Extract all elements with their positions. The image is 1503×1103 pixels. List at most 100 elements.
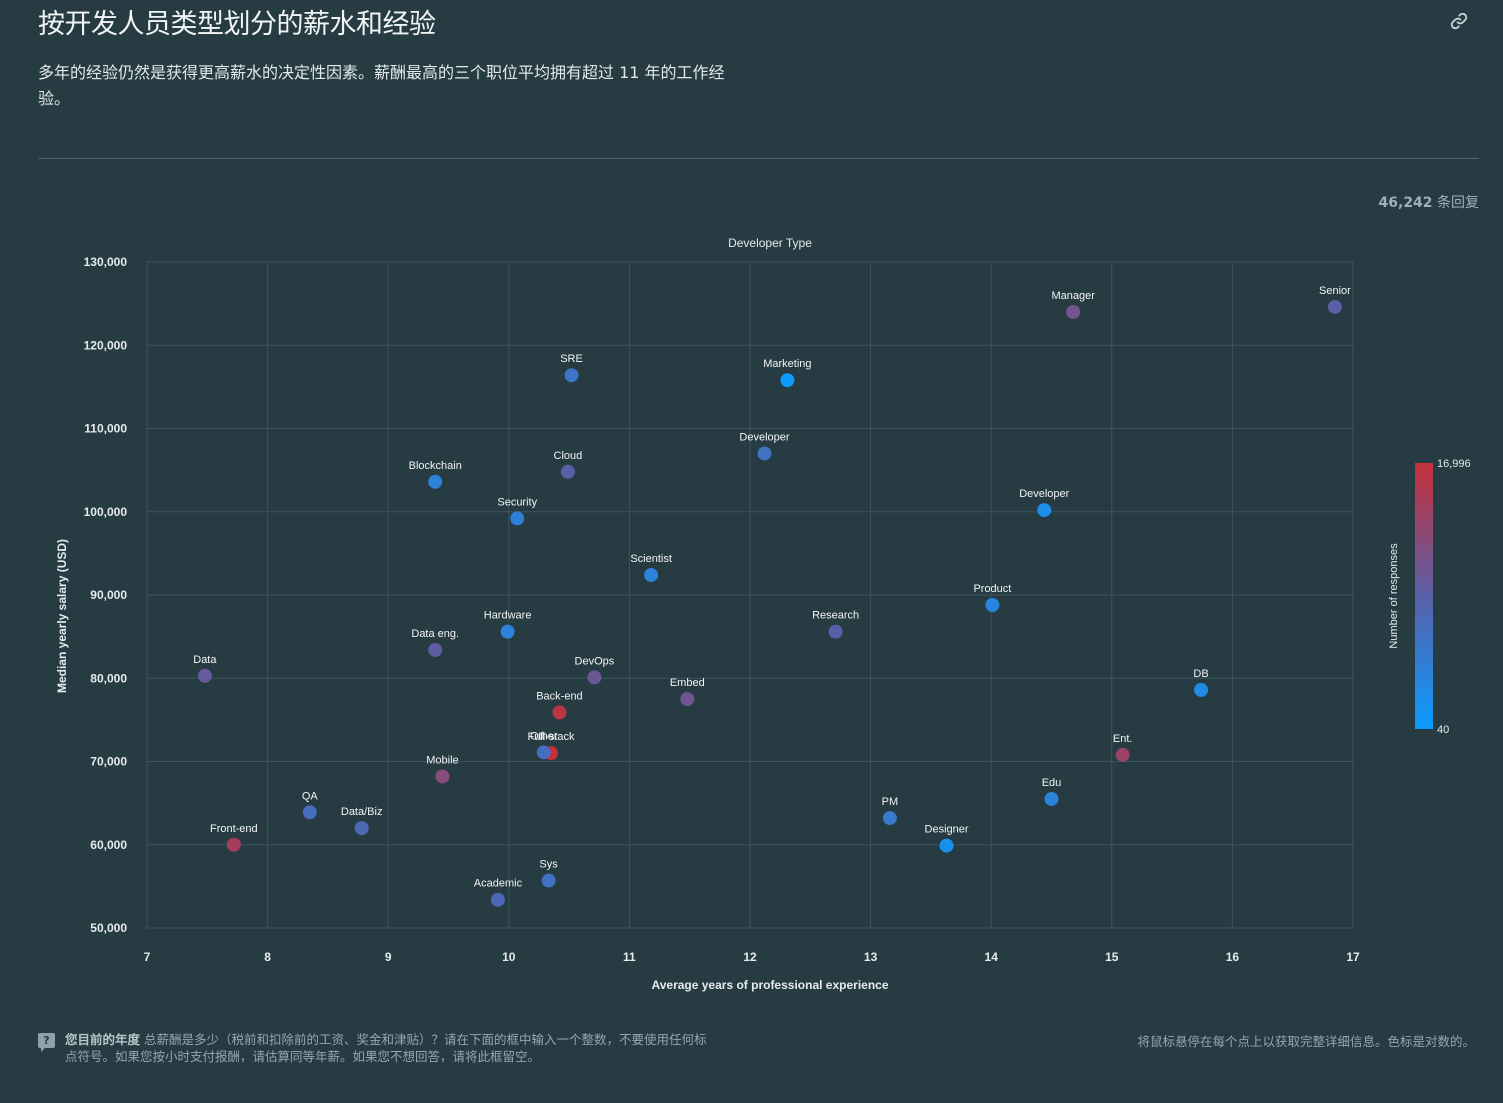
data-point-academic[interactable]: Academic xyxy=(474,878,523,907)
point-marker[interactable] xyxy=(560,464,575,479)
link-icon[interactable] xyxy=(1448,10,1470,32)
data-point-qa[interactable]: QA xyxy=(302,790,319,820)
x-tick-label: 16 xyxy=(1226,950,1240,964)
point-marker[interactable] xyxy=(536,745,551,760)
point-marker[interactable] xyxy=(428,474,443,489)
data-point-edu[interactable]: Edu xyxy=(1042,777,1062,806)
point-marker[interactable] xyxy=(828,624,843,639)
point-label: Back-end xyxy=(536,690,582,702)
data-point-blockchain[interactable]: Blockchain xyxy=(409,460,462,489)
data-point-marketing[interactable]: Marketing xyxy=(763,358,812,388)
page-title: 按开发人员类型划分的薪水和经验 xyxy=(38,9,436,40)
point-label: DB xyxy=(1193,668,1208,680)
point-label: Full-stack xyxy=(527,731,575,743)
point-label: PM xyxy=(882,796,899,808)
point-marker[interactable] xyxy=(644,568,659,583)
point-label: Front-end xyxy=(210,823,258,835)
point-marker[interactable] xyxy=(1115,747,1130,762)
x-tick-label: 7 xyxy=(144,950,151,964)
y-tick-label: 60,000 xyxy=(90,838,127,852)
data-point-mobile[interactable]: Mobile xyxy=(426,754,459,784)
data-point-sre[interactable]: SRE xyxy=(560,353,583,383)
y-tick-label: 70,000 xyxy=(90,755,127,769)
color-scale-legend: 16,996 40 Number of responses xyxy=(1388,458,1471,736)
point-marker[interactable] xyxy=(680,692,695,707)
point-label: Other xyxy=(530,730,558,742)
point-marker[interactable] xyxy=(354,821,369,836)
data-point-security[interactable]: Security xyxy=(497,496,538,526)
point-marker[interactable] xyxy=(587,670,602,685)
point-marker[interactable] xyxy=(226,837,241,852)
point-marker[interactable] xyxy=(780,373,795,388)
data-point-product[interactable]: Product xyxy=(973,583,1011,612)
data-point-senior[interactable]: Senior xyxy=(1319,285,1351,314)
point-marker[interactable] xyxy=(197,668,212,683)
scatter-chart: 7 8 9 10 11 12 13 14 15 16 17 50,000 60,000 70,000 80,… xyxy=(55,236,1471,992)
data-point-developer[interactable]: Developer xyxy=(1019,488,1070,518)
y-tick-label: 100,000 xyxy=(84,505,128,519)
point-marker[interactable] xyxy=(435,769,450,784)
point-label: Hardware xyxy=(484,610,532,622)
point-label: Blockchain xyxy=(409,460,462,472)
x-tick-label: 14 xyxy=(985,950,999,964)
data-point-ent-[interactable]: Ent. xyxy=(1113,733,1133,762)
page-subtitle: 多年的经验仍然是获得更高薪水的决定性因素。薪酬最高的三个职位平均拥有超过 11 … xyxy=(38,63,725,108)
point-marker[interactable] xyxy=(552,705,567,720)
point-marker[interactable] xyxy=(939,838,954,853)
data-point-hardware[interactable]: Hardware xyxy=(484,610,532,639)
x-tick-label: 8 xyxy=(264,950,271,964)
point-label: Sys xyxy=(539,859,558,871)
point-marker[interactable] xyxy=(500,624,515,639)
data-point-manager[interactable]: Manager xyxy=(1051,290,1095,319)
data-point-embed[interactable]: Embed xyxy=(670,677,705,707)
x-tick-label: 10 xyxy=(502,950,516,964)
point-label: Data xyxy=(193,654,217,666)
point-label: Scientist xyxy=(630,553,672,565)
responses-number: 46,242 xyxy=(1378,195,1433,211)
point-marker[interactable] xyxy=(490,892,505,907)
point-marker[interactable] xyxy=(1044,791,1059,806)
y-tick-label: 120,000 xyxy=(84,338,128,352)
data-point-back-end[interactable]: Back-end xyxy=(536,690,583,720)
data-point-cloud[interactable]: Cloud xyxy=(554,450,583,479)
data-point-designer[interactable]: Designer xyxy=(925,824,969,853)
point-label: Developer xyxy=(739,431,789,443)
data-point-developer[interactable]: Developer xyxy=(739,431,790,461)
point-marker[interactable] xyxy=(1066,304,1081,319)
point-label: Security xyxy=(497,496,537,508)
point-label: Academic xyxy=(474,878,523,890)
point-marker[interactable] xyxy=(757,446,772,461)
data-point-scientist[interactable]: Scientist xyxy=(630,553,672,583)
point-marker[interactable] xyxy=(302,805,317,820)
data-point-research[interactable]: Research xyxy=(812,610,859,639)
data-point-db[interactable]: DB xyxy=(1193,668,1209,697)
point-label: Product xyxy=(973,583,1011,595)
point-marker[interactable] xyxy=(1037,503,1052,518)
data-point-data[interactable]: Data xyxy=(193,654,217,683)
x-tick-label: 12 xyxy=(743,950,757,964)
x-axis-label: Average years of professional experience xyxy=(652,978,889,992)
color-scale-min-label: 40 xyxy=(1437,724,1449,736)
point-marker[interactable] xyxy=(510,511,525,526)
data-point-data-biz[interactable]: Data/Biz xyxy=(341,806,383,836)
point-marker[interactable] xyxy=(882,811,897,826)
question-text-block: 您目前的年度 总薪酬是多少（税前和扣除前的工资、奖金和津贴）？请在下面的框中输入… xyxy=(38,1031,718,1065)
point-marker[interactable] xyxy=(541,873,556,888)
data-point-other[interactable]: Other xyxy=(530,730,558,760)
data-point-devops[interactable]: DevOps xyxy=(575,655,615,685)
point-marker[interactable] xyxy=(1327,299,1342,314)
question-bold: 您目前的年度 xyxy=(65,1032,141,1047)
y-axis-label: Median yearly salary (USD) xyxy=(55,539,69,693)
point-marker[interactable] xyxy=(564,368,579,383)
point-marker[interactable] xyxy=(1194,682,1209,697)
point-label: Marketing xyxy=(763,358,811,370)
data-point-data-eng-[interactable]: Data eng. xyxy=(411,628,459,657)
point-marker[interactable] xyxy=(985,597,1000,612)
point-marker[interactable] xyxy=(428,642,443,657)
responses-count: 46,242 条回复 xyxy=(1379,192,1479,212)
chart-axes: 7 8 9 10 11 12 13 14 15 16 17 50,000 60,000 70,000 80,… xyxy=(84,255,1360,964)
data-point-pm[interactable]: PM xyxy=(882,796,899,826)
data-point-front-end[interactable]: Front-end xyxy=(210,823,258,852)
data-point-sys[interactable]: Sys xyxy=(539,859,558,888)
point-label: Research xyxy=(812,610,859,622)
